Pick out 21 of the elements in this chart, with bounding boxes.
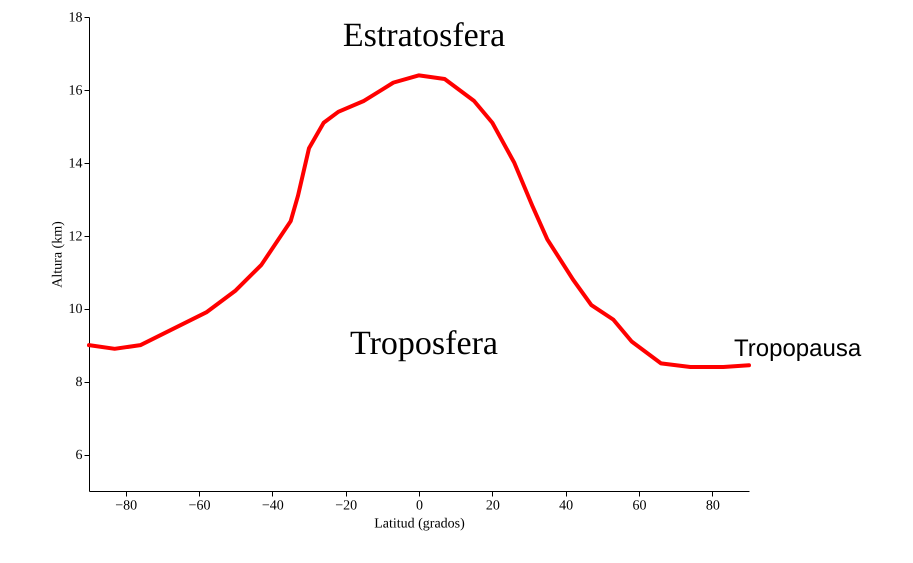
x-tick-label: 20 — [486, 498, 500, 514]
y-tick-label: 6 — [76, 448, 82, 464]
x-tick-label: 80 — [706, 498, 720, 514]
y-tick-label: 12 — [68, 229, 82, 244]
y-tick-label: 16 — [68, 83, 82, 98]
x-tick-label: −20 — [335, 498, 358, 514]
annotation: Estratosfera — [342, 17, 506, 54]
annotation: Tropopausa — [734, 335, 862, 362]
x-axis-title: Latitud (grados) — [374, 516, 466, 532]
x-tick-label: −60 — [188, 498, 210, 514]
x-tick-label: 60 — [632, 498, 646, 514]
x-tick-label: 40 — [559, 498, 574, 514]
x-tick-label: 0 — [416, 498, 423, 514]
y-tick-label: 10 — [68, 302, 82, 318]
annotation: Troposfera — [350, 325, 498, 362]
x-tick-label: −40 — [262, 498, 284, 514]
y-tick-label: 18 — [68, 10, 82, 26]
y-axis-title: Altura (km) — [50, 220, 66, 288]
y-tick-label: 14 — [68, 156, 82, 172]
y-tick-label: 8 — [76, 375, 82, 390]
x-tick-label: −80 — [115, 498, 138, 514]
